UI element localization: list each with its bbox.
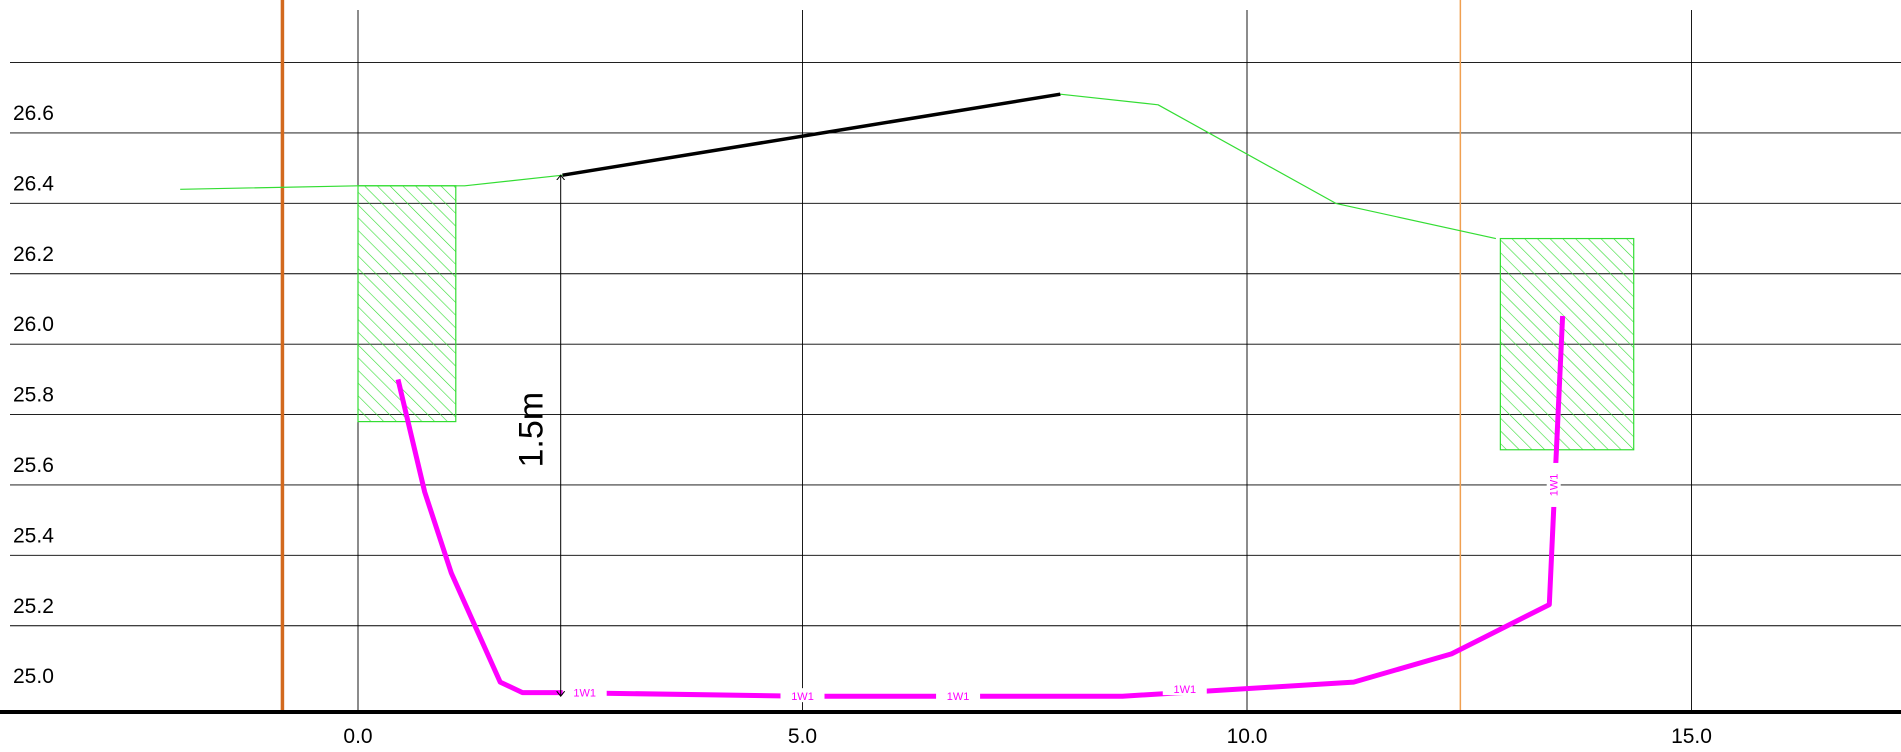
segment-label-gap xyxy=(1546,462,1561,507)
y-tick-label: 26.0 xyxy=(13,313,54,336)
y-tick-label: 26.2 xyxy=(13,243,54,266)
series-line xyxy=(562,92,1061,177)
segment-label-gap xyxy=(780,688,825,703)
segment-label-gap xyxy=(1162,681,1207,696)
hatched-box xyxy=(1499,237,1635,451)
series-line xyxy=(395,315,1566,699)
y-tick-label: 25.4 xyxy=(13,524,54,547)
x-tick-label: 15.0 xyxy=(1671,725,1712,747)
y-tick-label: 26.4 xyxy=(13,172,54,195)
y-tick-label: 26.6 xyxy=(13,102,54,125)
x-tick-label: 0.0 xyxy=(343,725,372,747)
segment-label: 1W1 xyxy=(573,688,596,700)
dimension-label: 1.5m xyxy=(513,392,551,468)
hatched-box xyxy=(357,185,457,423)
segment-label: 1W1 xyxy=(1549,474,1561,497)
y-tick-label: 25.2 xyxy=(13,595,54,618)
segment-label-gap xyxy=(936,688,981,703)
segment-label: 1W1 xyxy=(791,691,814,703)
segment-label: 1W1 xyxy=(947,691,970,703)
segment-label: 1W1 xyxy=(1173,684,1196,696)
segment-label-gap xyxy=(562,684,607,699)
x-tick-label: 5.0 xyxy=(788,725,817,747)
y-tick-label: 25.8 xyxy=(13,384,54,407)
x-tick-label: 10.0 xyxy=(1227,725,1268,747)
y-tick-label: 25.0 xyxy=(13,665,54,688)
y-tick-label: 25.6 xyxy=(13,454,54,477)
